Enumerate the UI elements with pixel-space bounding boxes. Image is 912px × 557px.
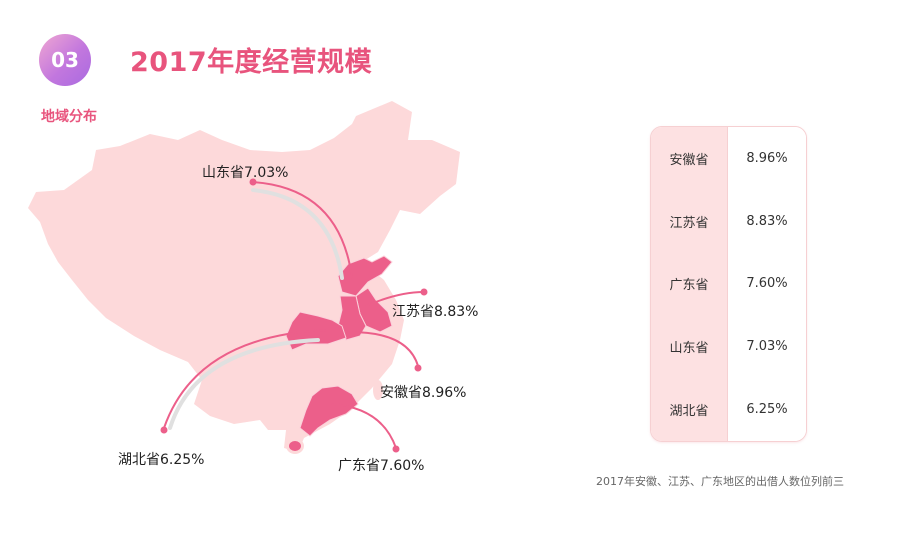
callout-hubei (160, 329, 327, 434)
region-guangdong-hainan (289, 441, 301, 451)
callout-guangdong (331, 403, 400, 453)
table-row-value: 8.96% (746, 150, 788, 166)
section-subtitle: 地域分布 (41, 109, 97, 125)
callout-anhui (349, 331, 422, 372)
table-row-value: 7.03% (746, 339, 788, 355)
table-row-province: 广东省 (669, 278, 709, 294)
ranking-table: 安徽省 江苏省 广东省 山东省 湖北省 8.96% 8.83% 7.60% 7.… (650, 126, 807, 442)
label-jiangsu: 江苏省8.83% (392, 304, 478, 320)
taiwan-island (373, 380, 383, 400)
callout-shandong (249, 178, 353, 280)
table-row-value: 8.83% (746, 213, 788, 229)
table-row-province: 山东省 (669, 341, 709, 357)
region-anhui (337, 295, 367, 341)
callout-jiangsu (365, 288, 428, 307)
table-row-value: 6.25% (746, 402, 788, 418)
table-row-province: 江苏省 (669, 215, 709, 231)
region-shandong (337, 255, 393, 297)
table-row-province: 安徽省 (669, 152, 709, 168)
label-shandong: 山东省7.03% (202, 165, 288, 181)
footnote: 2017年安徽、江苏、广东地区的出借人数位列前三 (596, 475, 844, 488)
label-anhui: 安徽省8.96% (380, 385, 466, 401)
table-row-province: 湖北省 (669, 404, 709, 420)
region-guangdong (299, 385, 359, 437)
province-column: 安徽省 江苏省 广东省 山东省 湖北省 (651, 127, 727, 441)
value-column: 8.96% 8.83% 7.60% 7.03% 6.25% (727, 127, 806, 441)
label-hubei: 湖北省6.25% (118, 452, 204, 468)
section-number: 03 (51, 48, 79, 72)
page-title: 2017年度经营规模 (130, 47, 373, 78)
label-guangdong: 广东省7.60% (338, 458, 424, 474)
section-number-badge: 03 (39, 34, 91, 86)
table-row-value: 7.60% (746, 276, 788, 292)
china-outline (28, 101, 460, 452)
